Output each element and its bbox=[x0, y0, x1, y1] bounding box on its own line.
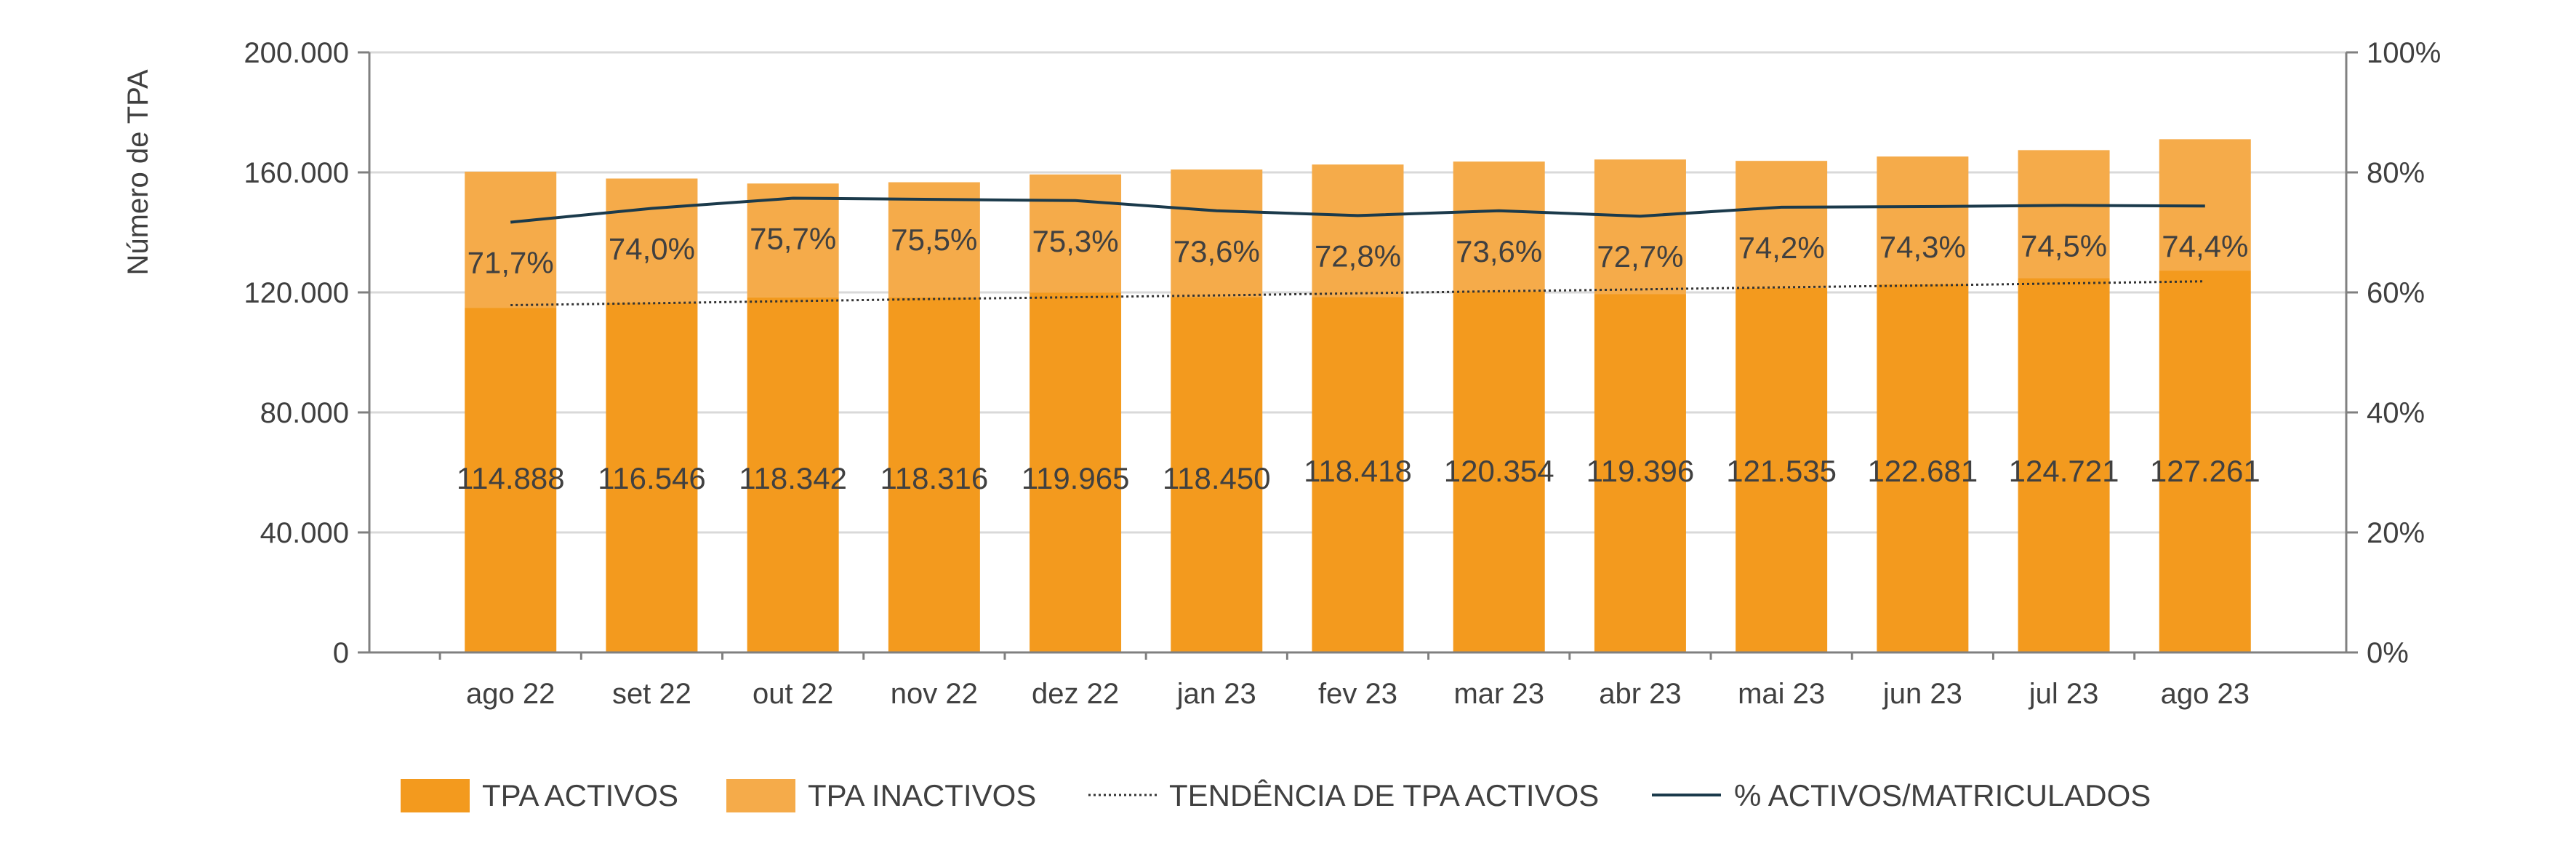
bar-tpa-inactivos bbox=[1736, 161, 1828, 288]
y-tick-label: 160.000 bbox=[244, 157, 349, 189]
bar-tpa-inactivos bbox=[606, 178, 698, 303]
data-labels: 114.888 71,7% 116.546 74,0% 118.342 75,7% 118.… bbox=[457, 221, 2260, 495]
data-label-percent: 74,5% bbox=[2021, 228, 2107, 263]
bar-tpa-activos bbox=[1171, 297, 1263, 652]
data-label-percent: 72,7% bbox=[1597, 239, 1683, 273]
x-tick-label: ago 23 bbox=[2161, 678, 2250, 710]
y-tick-label: 120.000 bbox=[244, 277, 349, 309]
bar-tpa-inactivos bbox=[1030, 174, 1122, 293]
bar-tpa-inactivos bbox=[747, 183, 839, 297]
bar-tpa-inactivos bbox=[1453, 161, 1545, 292]
x-tick-label: fev 23 bbox=[1318, 678, 1397, 710]
data-label-activos: 118.342 bbox=[739, 461, 847, 495]
data-label-activos: 120.354 bbox=[1444, 454, 1554, 488]
data-label-percent: 74,2% bbox=[1738, 231, 1825, 265]
data-label-percent: 73,6% bbox=[1456, 234, 1542, 268]
bar-tpa-activos bbox=[1877, 284, 1969, 652]
data-label-activos: 118.316 bbox=[880, 461, 989, 495]
y-tick-label: 80.000 bbox=[260, 397, 349, 429]
legend-label-tpa-activos: TPA ACTIVOS bbox=[482, 778, 678, 812]
bar-tpa-inactivos bbox=[888, 182, 980, 297]
data-label-activos: 118.418 bbox=[1304, 454, 1412, 488]
bar-tpa-activos bbox=[1312, 297, 1404, 652]
legend: TPA ACTIVOS TPA INACTIVOS TENDÊNCIA DE TPA… bbox=[401, 778, 2151, 812]
y2-tick-label: 60% bbox=[2367, 277, 2425, 309]
y-tick-label: 200.000 bbox=[244, 37, 349, 69]
data-label-activos: 121.535 bbox=[1726, 454, 1837, 488]
x-tick-label: jan 23 bbox=[1176, 678, 1256, 710]
bar-tpa-activos bbox=[606, 303, 698, 652]
data-label-activos: 124.721 bbox=[2009, 454, 2119, 488]
y2-tick-label: 20% bbox=[2367, 517, 2425, 549]
bar-tpa-inactivos bbox=[2018, 150, 2110, 279]
bar-tpa-activos bbox=[1030, 292, 1122, 652]
data-label-activos: 119.965 bbox=[1022, 461, 1130, 495]
y2-tick-label: 80% bbox=[2367, 157, 2425, 189]
bar-tpa-activos bbox=[2018, 278, 2110, 652]
x-tick-label: nov 22 bbox=[891, 678, 978, 710]
data-label-percent: 74,4% bbox=[2162, 229, 2248, 263]
y-tick-label: 0 bbox=[333, 637, 349, 669]
bar-tpa-inactivos bbox=[1594, 159, 1686, 295]
line-percent-activos-matriculados bbox=[510, 196, 2205, 224]
data-label-percent: 71,7% bbox=[468, 245, 554, 279]
y-tick-label: 40.000 bbox=[260, 517, 349, 549]
legend-label-percent: % ACTIVOS/MATRICULADOS bbox=[1734, 778, 2151, 812]
x-tick-label: dez 22 bbox=[1032, 678, 1119, 710]
bar-tpa-inactivos bbox=[1312, 164, 1404, 297]
data-label-percent: 75,3% bbox=[1032, 224, 1119, 258]
data-label-percent: 72,8% bbox=[1315, 239, 1401, 273]
data-label-activos: 116.546 bbox=[598, 461, 706, 495]
bar-tpa-activos bbox=[747, 297, 839, 652]
data-label-percent: 75,5% bbox=[891, 223, 977, 257]
bar-tpa-inactivos bbox=[1171, 169, 1263, 297]
bar-tpa-activos bbox=[1736, 287, 1828, 652]
x-tick-label: mai 23 bbox=[1738, 678, 1825, 710]
data-label-activos: 122.681 bbox=[1867, 454, 1978, 488]
bar-tpa-activos bbox=[1453, 291, 1545, 652]
x-tick-label: out 22 bbox=[753, 678, 833, 710]
bar-tpa-activos bbox=[888, 297, 980, 652]
data-label-percent: 75,7% bbox=[750, 221, 836, 255]
y2-tick-label: 40% bbox=[2367, 397, 2425, 429]
legend-label-tpa-inactivos: TPA INACTIVOS bbox=[808, 778, 1036, 812]
x-tick-label: ago 22 bbox=[466, 678, 555, 710]
percentage-line-group bbox=[510, 196, 2205, 224]
x-tick-label: jun 23 bbox=[1882, 678, 1962, 710]
y2-tick-label: 0% bbox=[2367, 637, 2409, 669]
data-label-activos: 127.261 bbox=[2150, 454, 2260, 488]
bar-tpa-activos bbox=[465, 308, 557, 652]
bar-tpa-activos bbox=[2159, 271, 2251, 653]
bar-tpa-activos bbox=[1594, 294, 1686, 652]
legend-label-trend: TENDÊNCIA DE TPA ACTIVOS bbox=[1169, 778, 1599, 812]
axes: 0 0% 40.000 20% 80.000 40% 120.000 60% 160.000 80… bbox=[244, 37, 2441, 710]
y-axis-title: Número de TPA bbox=[122, 69, 154, 275]
data-label-activos: 118.450 bbox=[1163, 461, 1271, 495]
x-tick-label: jul 23 bbox=[2029, 678, 2099, 710]
x-tick-label: mar 23 bbox=[1453, 678, 1544, 710]
x-tick-label: set 22 bbox=[612, 678, 691, 710]
bar-tpa-inactivos bbox=[465, 172, 557, 308]
bar-tpa-inactivos bbox=[1877, 156, 1969, 284]
data-label-percent: 74,0% bbox=[609, 232, 695, 266]
bars bbox=[465, 139, 2251, 653]
data-label-activos: 114.888 bbox=[457, 461, 565, 495]
data-label-percent: 73,6% bbox=[1173, 234, 1260, 268]
y2-tick-label: 100% bbox=[2367, 37, 2441, 69]
legend-swatch-tpa-activos bbox=[401, 779, 470, 812]
data-label-activos: 119.396 bbox=[1586, 454, 1695, 488]
data-label-percent: 74,3% bbox=[1879, 230, 1966, 264]
legend-swatch-tpa-inactivos bbox=[726, 779, 795, 812]
x-tick-label: abr 23 bbox=[1599, 678, 1681, 710]
